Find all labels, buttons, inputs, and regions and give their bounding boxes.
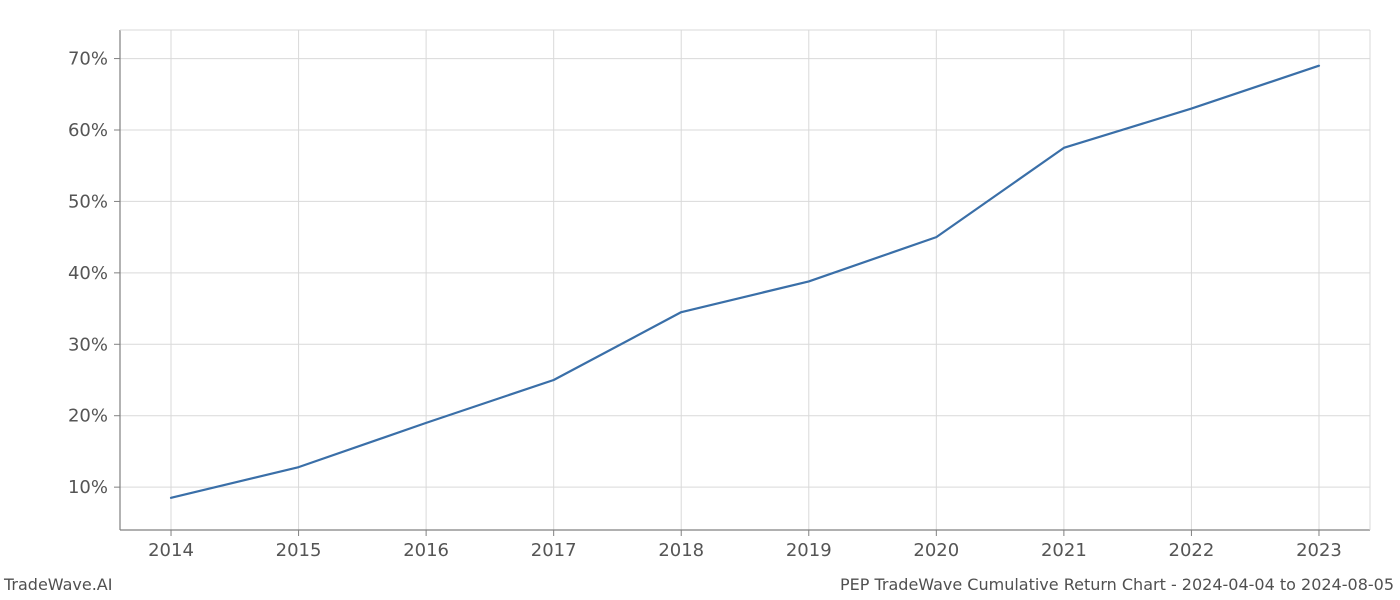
- x-tick-label: 2018: [658, 540, 704, 561]
- footer-right-text: PEP TradeWave Cumulative Return Chart - …: [840, 575, 1394, 594]
- x-tick-label: 2020: [913, 540, 959, 561]
- chart-footer: TradeWave.AI PEP TradeWave Cumulative Re…: [0, 570, 1400, 594]
- x-tick-label: 2015: [276, 540, 322, 561]
- y-tick-label: 20%: [68, 406, 108, 427]
- y-tick-label: 70%: [68, 49, 108, 70]
- x-tick-label: 2021: [1041, 540, 1087, 561]
- x-tick-label: 2017: [531, 540, 577, 561]
- x-tick-label: 2019: [786, 540, 832, 561]
- line-chart: 2014 2015 2016 2017 2018 2019 2020 2021 2022 2023…: [0, 0, 1400, 600]
- y-tick-label: 10%: [68, 477, 108, 498]
- y-tick-label: 30%: [68, 334, 108, 355]
- chart-container: 2014 2015 2016 2017 2018 2019 2020 2021 2022 2023…: [0, 0, 1400, 600]
- y-tick-label: 40%: [68, 263, 108, 284]
- y-tick-label: 60%: [68, 120, 108, 141]
- x-tick-label: 2023: [1296, 540, 1342, 561]
- x-tick-label: 2016: [403, 540, 449, 561]
- x-tick-label: 2014: [148, 540, 194, 561]
- footer-left-text: TradeWave.AI: [4, 575, 112, 594]
- y-tick-label: 50%: [68, 191, 108, 212]
- x-tick-label: 2022: [1169, 540, 1215, 561]
